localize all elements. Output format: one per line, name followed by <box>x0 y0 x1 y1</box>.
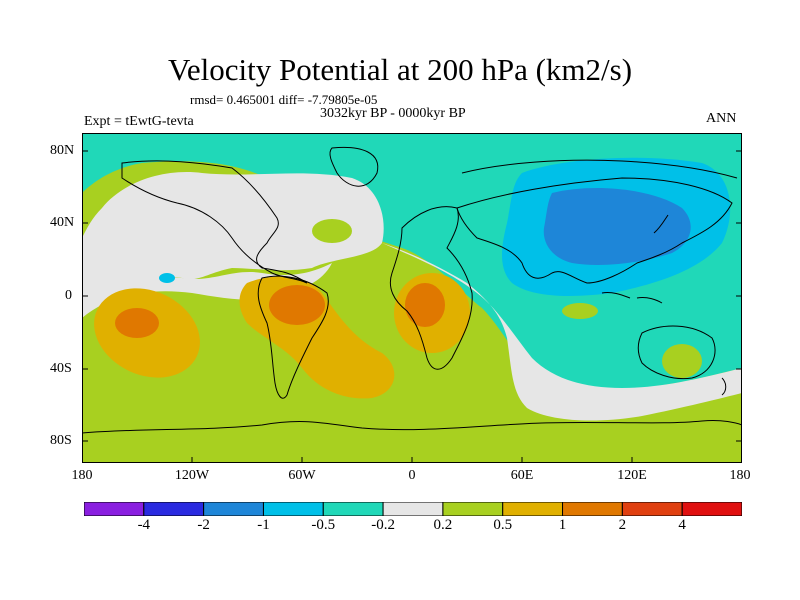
field-blob-pacific-cyan <box>159 273 175 283</box>
colorbar-label: -0.5 <box>311 517 336 533</box>
experiment-label: Expt = tEwtG-tevta <box>84 114 194 129</box>
velocity-potential-map <box>82 133 742 463</box>
colorbar-box <box>562 502 623 516</box>
colorbar-label: 4 <box>678 517 686 533</box>
colorbar-box <box>621 502 683 516</box>
lat-label-eq: 0 <box>65 288 72 303</box>
tick-marks <box>82 150 742 463</box>
lat-label-80n: 80N <box>50 143 75 158</box>
field-blue-asia <box>543 188 691 265</box>
lon-label-180w: 180 <box>71 468 93 483</box>
field-blob-northatlantic <box>312 219 352 243</box>
colorbar-box <box>322 502 384 516</box>
colorbar-box <box>84 502 145 516</box>
lon-label-60e: 60E <box>510 468 534 483</box>
lon-label-60w: 60W <box>288 468 316 483</box>
plot-title: Velocity Potential at 200 hPa (km2/s) <box>167 52 633 87</box>
colorbar <box>84 502 742 516</box>
lon-label-120w: 120W <box>174 468 210 483</box>
colorbar-label: -1 <box>257 517 270 533</box>
colorbar-label: 2 <box>618 517 627 533</box>
field-core-southamerica <box>269 285 325 325</box>
colorbar-box <box>203 502 264 516</box>
field-core-africa <box>405 283 445 327</box>
lon-label-0: 0 <box>408 468 416 483</box>
colorbar-label: -2 <box>197 517 210 533</box>
coastlines <box>82 146 742 434</box>
field-core-pacific <box>115 308 159 338</box>
colorbar-label: -0.2 <box>371 517 395 533</box>
season-label: ANN <box>706 111 737 126</box>
lon-label-120e: 120E <box>617 468 647 483</box>
colorbar-label: 1 <box>558 517 567 533</box>
colorbar-box <box>681 502 742 516</box>
colorbar-label: 0.5 <box>493 517 513 533</box>
colorbar-box <box>262 502 324 516</box>
field-white-atlantic <box>382 243 742 421</box>
colorbar-label: -4 <box>137 517 151 533</box>
lat-label-40s: 40S <box>50 361 72 376</box>
colorbar-box <box>382 502 444 516</box>
colorbar-label: 0.2 <box>433 517 453 533</box>
colorbar-box <box>143 502 205 516</box>
stats-text: rmsd= 0.465001 diff= -7.79805e-05 <box>190 92 378 107</box>
field-white-region <box>82 172 384 309</box>
lon-label-180e: 180 <box>729 468 751 483</box>
lat-label-80s: 80S <box>50 433 72 448</box>
field-blob-australia <box>662 344 702 378</box>
colorbar-box <box>502 502 564 516</box>
period-text: 3032kyr BP - 0000kyr BP <box>320 106 466 121</box>
lat-label-40n: 40N <box>50 215 75 230</box>
colorbar-box <box>442 502 504 516</box>
field-blob-indonesia <box>562 303 598 319</box>
